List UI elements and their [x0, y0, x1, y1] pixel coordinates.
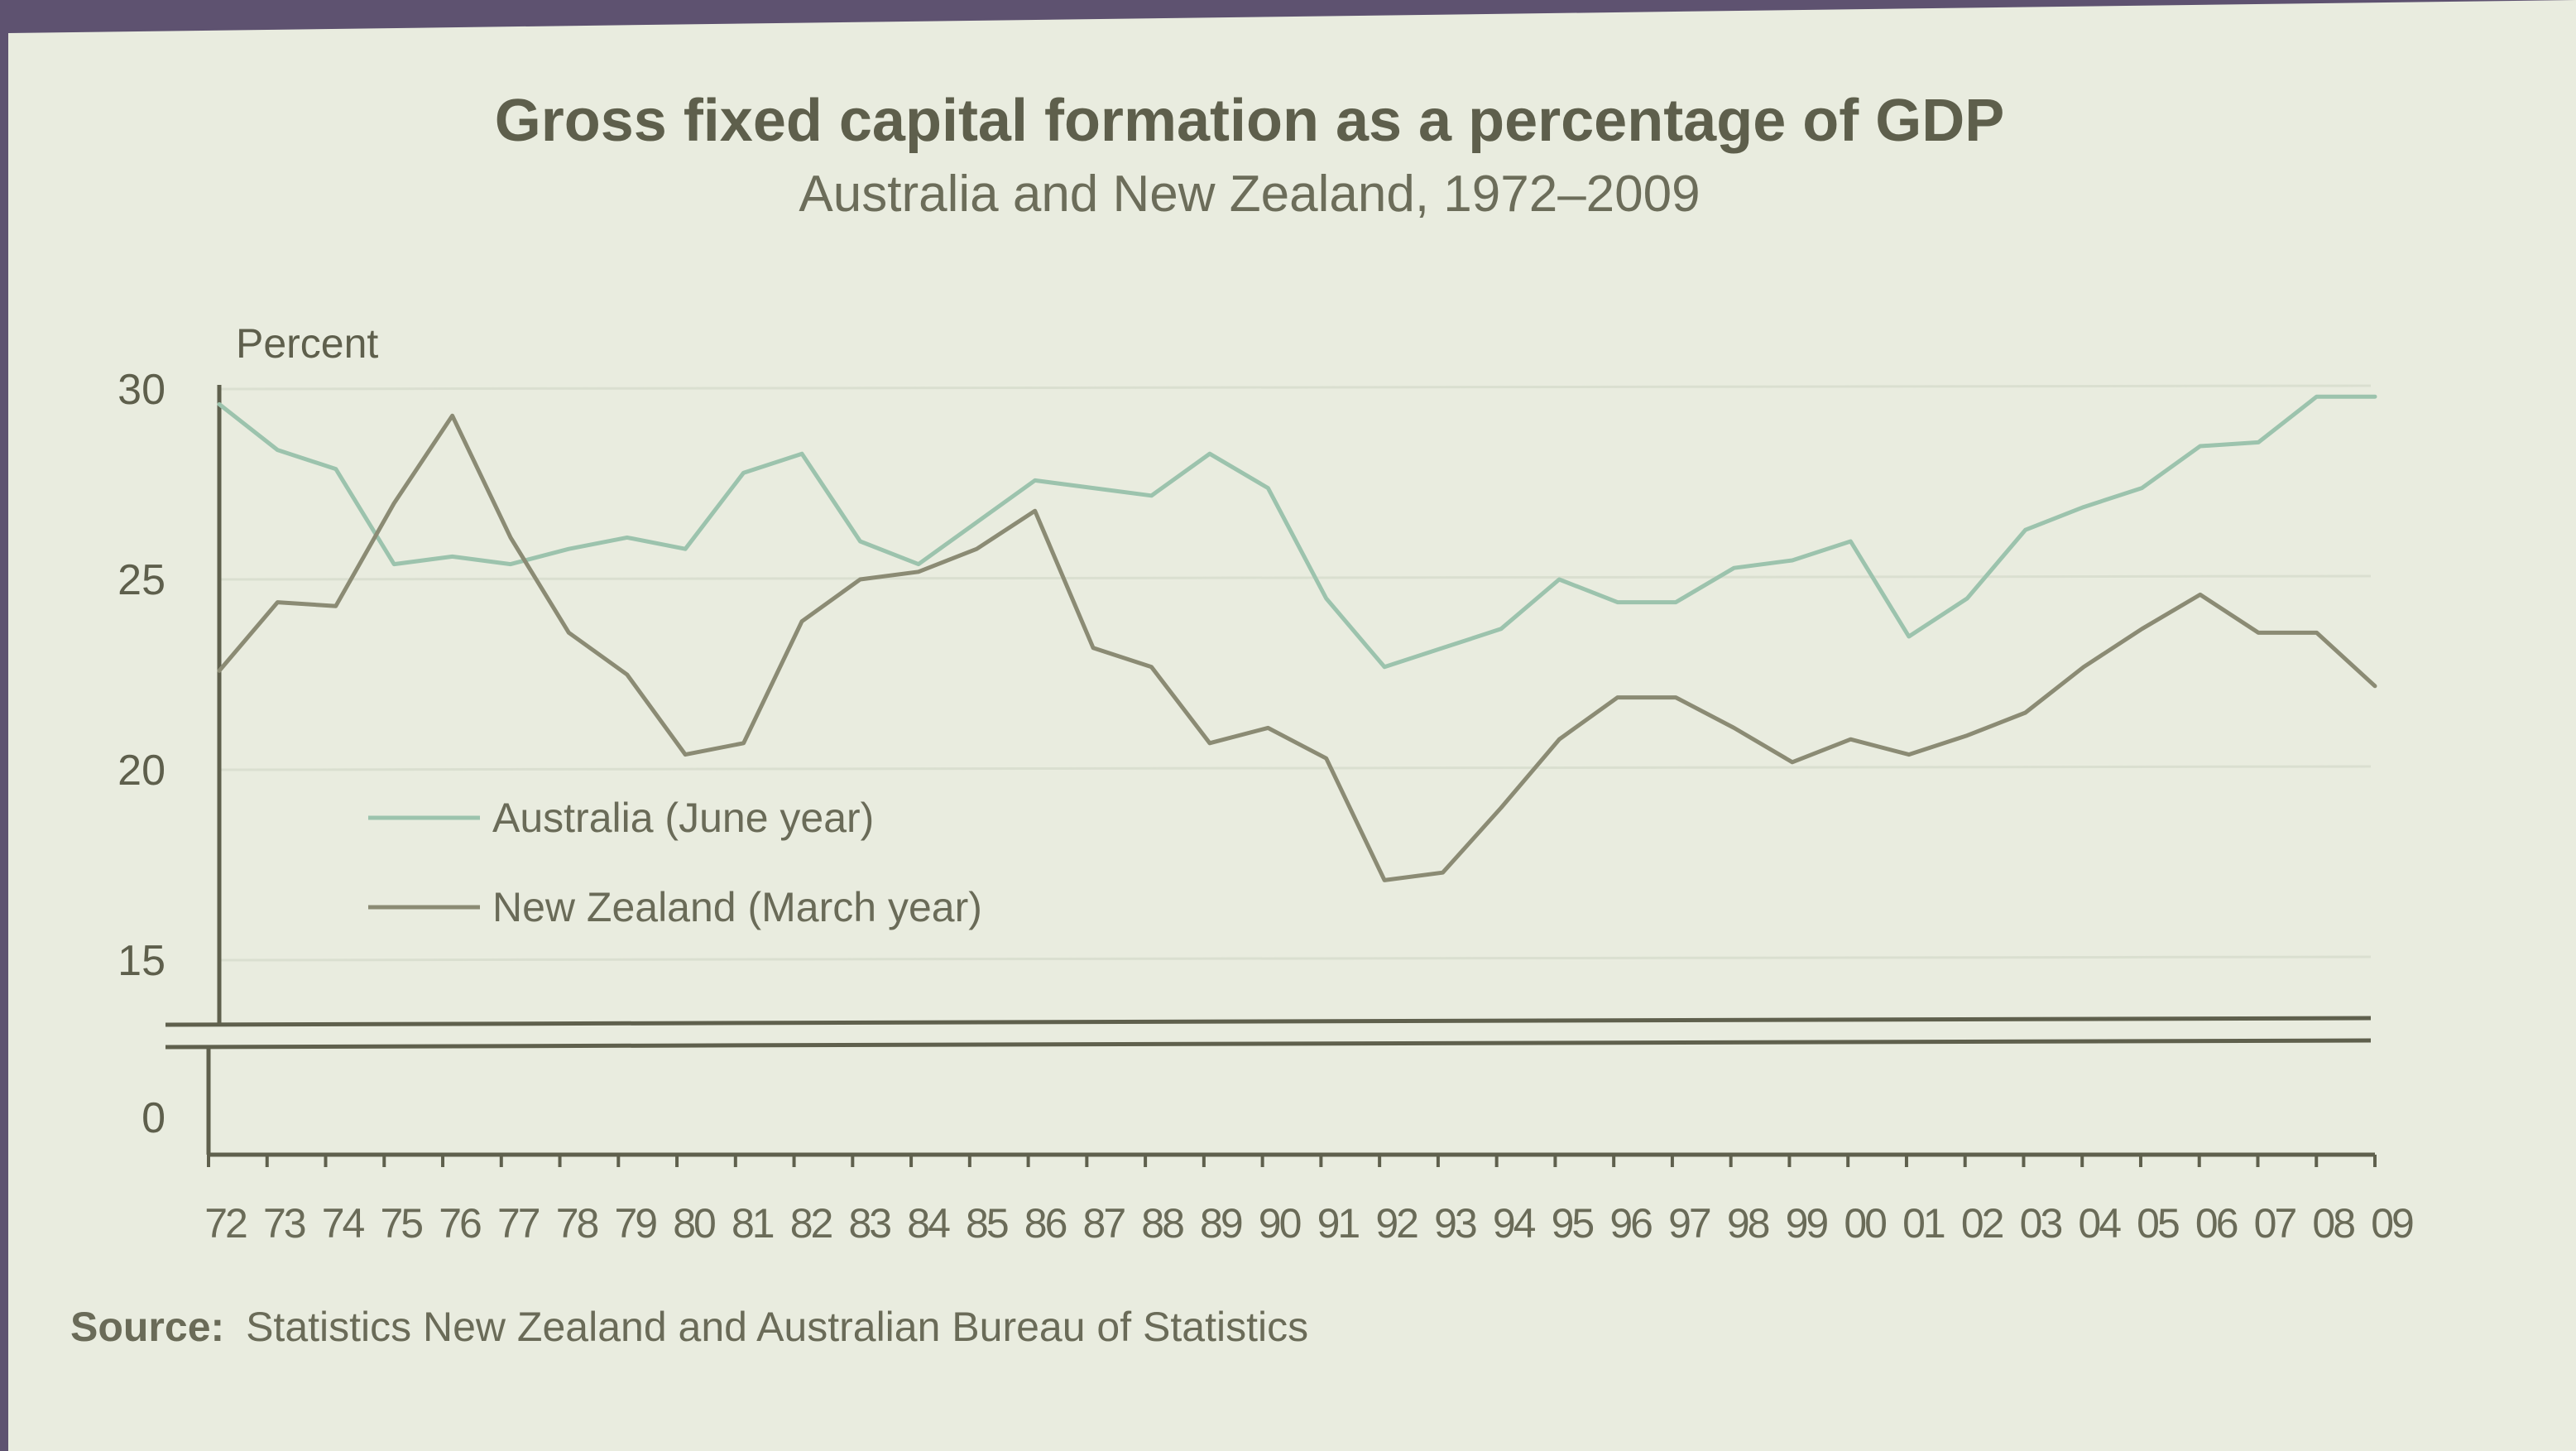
- x-tick-label: 89: [1200, 1200, 1242, 1247]
- x-tick-label: 06: [2195, 1200, 2238, 1247]
- x-tick-label: 94: [1493, 1200, 1536, 1247]
- x-axis-ticks: 72 73 74 75 76 77 78 79 80 81 82 83 84 85 86 87 88 89 90 91…: [204, 1155, 2415, 1247]
- x-tick-label: 83: [849, 1200, 891, 1247]
- x-tick-label: 73: [263, 1200, 305, 1247]
- y-tick-label: 0: [142, 1094, 165, 1142]
- chart-title: Gross fixed capital formation as a perce…: [495, 88, 2005, 154]
- grid-line: [218, 574, 2372, 581]
- grid-line: [218, 384, 2372, 391]
- x-tick-label: 72: [204, 1200, 247, 1247]
- x-tick-label: 08: [2312, 1200, 2354, 1247]
- grid-line: [218, 955, 2372, 962]
- x-tick-label: 99: [1786, 1200, 1828, 1247]
- x-tick-label: 91: [1317, 1200, 1360, 1247]
- x-tick-label: 76: [439, 1200, 481, 1247]
- legend: Australia (June year) New Zealand (March…: [368, 795, 982, 930]
- x-tick-label: 90: [1259, 1200, 1301, 1247]
- axis-break-line-upper: [165, 1016, 2372, 1027]
- x-tick-label: 98: [1727, 1200, 1769, 1247]
- y-tick-label: 30: [118, 366, 165, 414]
- y-tick-label: 25: [118, 556, 165, 604]
- x-tick-label: 09: [2371, 1200, 2413, 1247]
- series-line-australia: [217, 394, 2377, 670]
- x-tick-label: 05: [2137, 1200, 2179, 1247]
- x-tick-label: 00: [1844, 1200, 1886, 1247]
- x-tick-label: 78: [556, 1200, 598, 1247]
- x-tick-label: 84: [907, 1200, 950, 1247]
- chart-subtitle: Australia and New Zealand, 1972–2009: [799, 166, 1700, 223]
- x-tick-label: 92: [1375, 1200, 1418, 1247]
- x-tick-label: 01: [1902, 1200, 1945, 1247]
- x-tick-label: 88: [1141, 1200, 1183, 1247]
- y-axis-label: Percent: [236, 320, 378, 367]
- x-tick-label: 87: [1083, 1200, 1125, 1247]
- x-tick-label: 07: [2254, 1200, 2296, 1247]
- x-tick-label: 04: [2078, 1200, 2121, 1247]
- x-tick-label: 93: [1434, 1200, 1476, 1247]
- source-label: Source:: [70, 1304, 224, 1350]
- y-axis-ticks: 30 25 20 15 0: [118, 366, 165, 1142]
- x-tick-label: 81: [732, 1200, 774, 1247]
- x-tick-label: 02: [1961, 1200, 2003, 1247]
- y-tick-label: 20: [118, 747, 165, 795]
- x-tick-label: 75: [380, 1200, 422, 1247]
- legend-label-new-zealand: New Zealand (March year): [492, 884, 982, 930]
- x-tick-label: 77: [497, 1200, 540, 1247]
- series-line-new-zealand: [217, 413, 2377, 882]
- source-text: Statistics New Zealand and Australian Bu…: [246, 1304, 1308, 1350]
- x-tick-label: 79: [614, 1200, 656, 1247]
- x-tick-label: 85: [966, 1200, 1008, 1247]
- x-tick-label: 96: [1609, 1200, 1652, 1247]
- grid-line: [218, 765, 2372, 771]
- y-tick-label: 15: [118, 937, 165, 985]
- axis-break-line-lower: [165, 1038, 2372, 1050]
- source-note: Source: Statistics New Zealand and Austr…: [70, 1304, 1308, 1350]
- x-tick-label: 95: [1552, 1200, 1594, 1247]
- grid-lines: [218, 384, 2372, 962]
- x-tick-label: 03: [2020, 1200, 2062, 1247]
- x-tick-label: 74: [322, 1200, 365, 1247]
- legend-label-australia: Australia (June year): [492, 795, 874, 841]
- series-lines: [217, 394, 2377, 882]
- x-tick-label: 82: [790, 1200, 832, 1247]
- x-tick-label: 86: [1024, 1200, 1067, 1247]
- x-tick-label: 97: [1668, 1200, 1710, 1247]
- x-tick-label: 80: [673, 1200, 715, 1247]
- axes: [165, 385, 2375, 1157]
- projection-screen: [8, 0, 2576, 1451]
